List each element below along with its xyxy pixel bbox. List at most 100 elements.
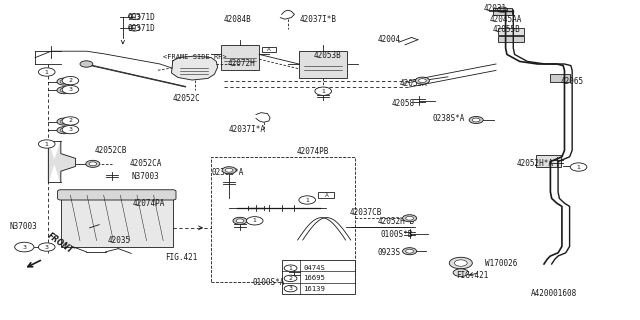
Circle shape: [570, 163, 587, 171]
Circle shape: [62, 85, 79, 94]
Circle shape: [225, 168, 233, 172]
Bar: [319, 192, 334, 198]
Text: 1: 1: [45, 69, 49, 75]
Circle shape: [38, 140, 55, 148]
Text: 90371D: 90371D: [128, 13, 156, 22]
Circle shape: [472, 118, 480, 122]
Text: 42037I*A: 42037I*A: [229, 125, 266, 134]
Bar: [536, 155, 561, 167]
Text: 42004: 42004: [378, 35, 401, 44]
Circle shape: [284, 275, 297, 282]
Polygon shape: [172, 56, 218, 80]
Text: 42074PB: 42074PB: [296, 147, 329, 156]
Text: 42035: 42035: [108, 236, 131, 245]
Text: 1: 1: [305, 197, 309, 203]
Circle shape: [222, 167, 236, 174]
Circle shape: [62, 117, 79, 125]
Text: 42052H*B: 42052H*B: [378, 217, 415, 226]
Text: 16139: 16139: [303, 286, 325, 292]
Bar: [493, 8, 512, 15]
Circle shape: [246, 217, 263, 225]
Circle shape: [453, 269, 468, 276]
Bar: [221, 45, 259, 70]
Bar: [550, 74, 570, 82]
Circle shape: [469, 116, 483, 124]
Text: <FRAME SIDE RH>: <FRAME SIDE RH>: [163, 54, 227, 60]
Text: FIG.421: FIG.421: [165, 253, 198, 262]
Circle shape: [60, 128, 68, 132]
Text: 42052C: 42052C: [173, 94, 200, 103]
Text: 1: 1: [577, 164, 580, 170]
Bar: [498, 36, 524, 42]
Bar: [211, 157, 355, 282]
Text: 90371D: 90371D: [128, 24, 156, 33]
Text: 42037I*B: 42037I*B: [300, 15, 337, 24]
Circle shape: [233, 217, 247, 224]
Text: 3: 3: [22, 244, 26, 250]
Circle shape: [236, 219, 244, 223]
Text: 42031: 42031: [483, 4, 506, 13]
Circle shape: [86, 160, 100, 167]
Circle shape: [419, 79, 426, 83]
Circle shape: [449, 257, 472, 269]
Text: 0100S*B: 0100S*B: [381, 230, 413, 239]
Circle shape: [454, 260, 467, 266]
Circle shape: [62, 125, 79, 134]
Text: A: A: [324, 193, 328, 198]
Circle shape: [403, 215, 417, 222]
Text: 42084B: 42084B: [223, 15, 251, 24]
Circle shape: [406, 216, 413, 220]
Text: A420001608: A420001608: [531, 289, 577, 298]
Text: 42072H: 42072H: [228, 60, 255, 68]
Circle shape: [415, 77, 429, 84]
Bar: [498, 28, 524, 35]
Circle shape: [315, 87, 332, 95]
Text: 0474S: 0474S: [303, 265, 325, 271]
Circle shape: [60, 80, 68, 84]
Text: 1: 1: [321, 89, 325, 94]
Circle shape: [60, 88, 68, 92]
FancyBboxPatch shape: [58, 190, 176, 200]
Circle shape: [299, 196, 316, 204]
Text: 3: 3: [289, 286, 292, 291]
Text: 3: 3: [68, 127, 72, 132]
Text: 42052CB: 42052CB: [95, 146, 127, 155]
Text: N37003: N37003: [131, 172, 159, 181]
Circle shape: [57, 78, 71, 85]
Circle shape: [284, 285, 297, 292]
Circle shape: [406, 249, 413, 253]
Text: 42065: 42065: [561, 77, 584, 86]
Text: 2: 2: [289, 276, 292, 281]
Polygon shape: [48, 141, 76, 182]
Text: 3: 3: [68, 87, 72, 92]
Circle shape: [403, 248, 417, 255]
Circle shape: [38, 243, 55, 251]
Text: N37003: N37003: [10, 222, 37, 231]
Text: 42074PA: 42074PA: [133, 199, 166, 208]
Text: 1: 1: [289, 266, 292, 271]
Circle shape: [57, 127, 71, 134]
Text: 1: 1: [45, 141, 49, 147]
Circle shape: [57, 118, 71, 125]
Text: 0923S: 0923S: [378, 248, 401, 257]
Bar: [262, 47, 276, 52]
Text: 2: 2: [68, 118, 72, 124]
Text: A: A: [267, 47, 271, 52]
Text: 42055B: 42055B: [493, 25, 520, 34]
Circle shape: [62, 76, 79, 85]
Text: 42045AA: 42045AA: [490, 15, 522, 24]
Text: 3: 3: [45, 244, 49, 250]
Text: 0100S*A: 0100S*A: [253, 278, 285, 287]
Text: 42053B: 42053B: [314, 51, 341, 60]
Text: 0238S*A: 0238S*A: [433, 114, 465, 123]
Circle shape: [284, 265, 297, 271]
Circle shape: [38, 68, 55, 76]
Bar: [61, 192, 173, 247]
Text: 42058: 42058: [392, 99, 415, 108]
Text: 16695: 16695: [303, 276, 325, 281]
Bar: [299, 51, 347, 78]
Text: 2: 2: [68, 78, 72, 83]
Text: 42052H*A: 42052H*A: [517, 159, 554, 168]
Text: 42055A: 42055A: [400, 79, 428, 88]
Circle shape: [89, 162, 97, 166]
